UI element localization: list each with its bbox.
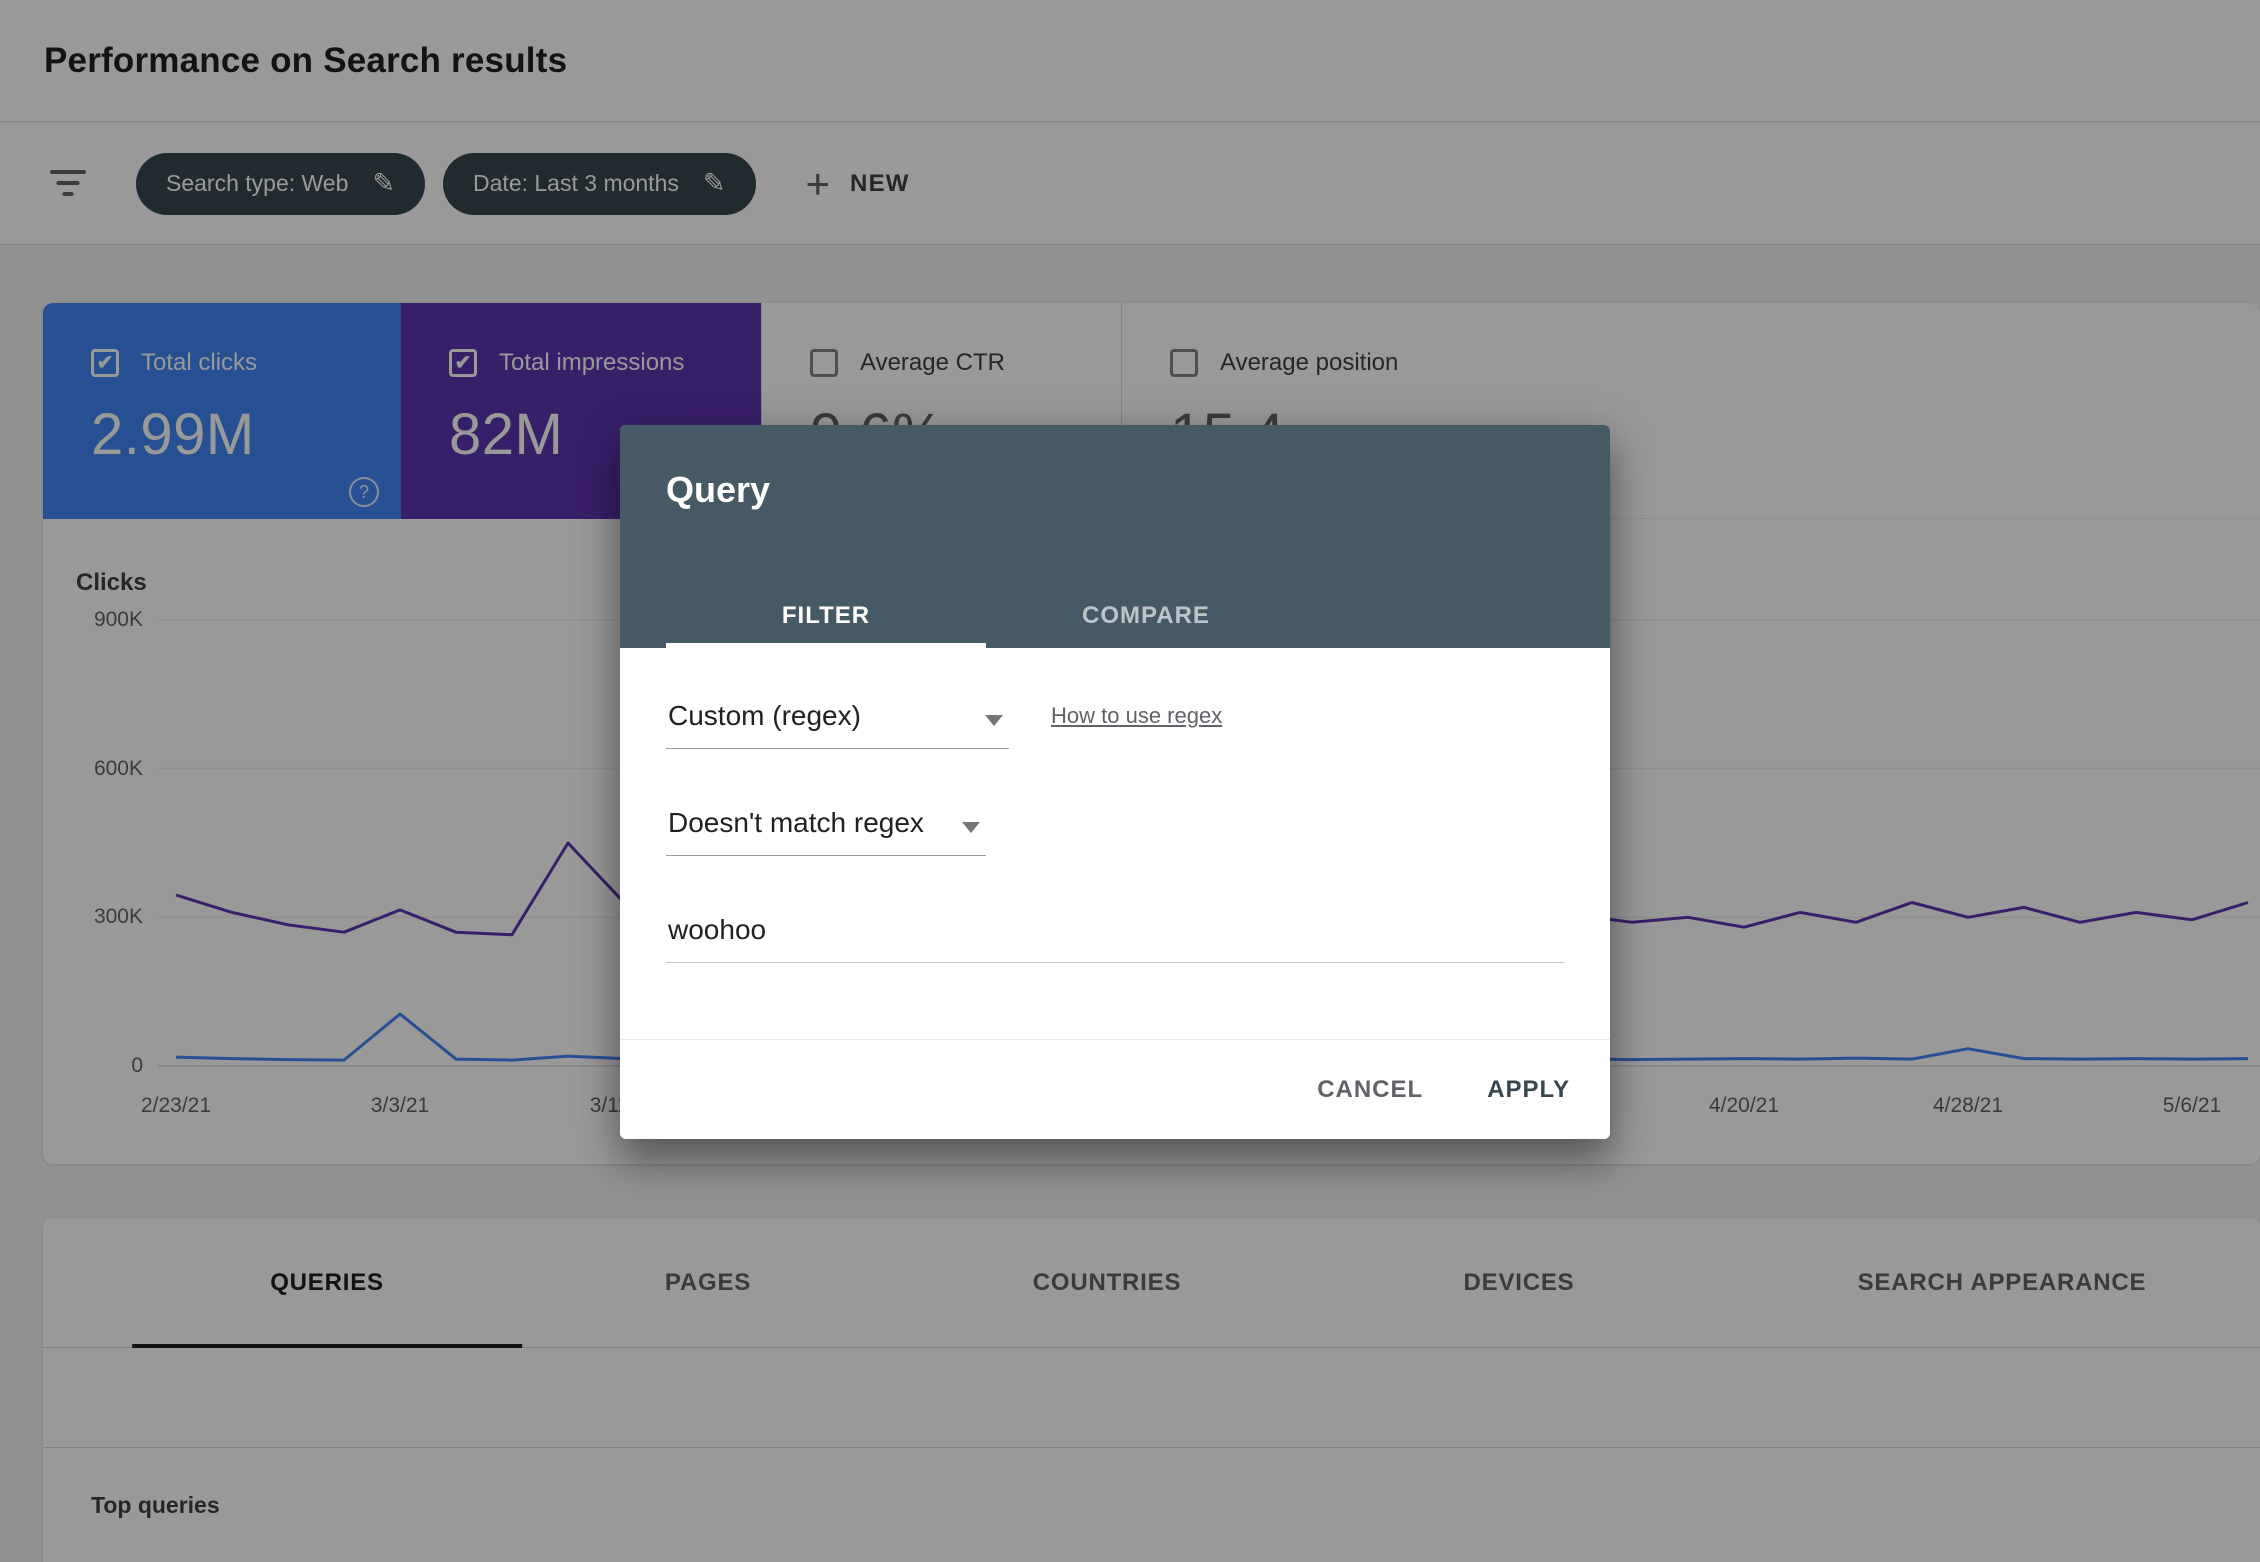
x-axis-tick-label: 4/20/21 (1708, 1094, 1780, 1117)
filter-type-value: Custom (regex) (668, 700, 861, 731)
checkbox-unchecked[interactable] (810, 349, 838, 377)
x-axis-tick-label: 3/3/21 (370, 1094, 430, 1117)
app-header: Performance on Search results (0, 0, 2260, 122)
apply-button[interactable]: APPLY (1487, 1075, 1570, 1103)
table-header-row: Top queries (43, 1448, 2260, 1562)
caret-down-icon (985, 715, 1003, 726)
check-icon: ✔ (454, 352, 472, 374)
filter-type-select[interactable]: Custom (regex) (666, 700, 1009, 749)
filter-list-icon[interactable] (50, 169, 86, 198)
tab-pages[interactable]: PAGES (664, 1269, 752, 1296)
metric-label: Total clicks (141, 349, 258, 376)
date-range-chip-label: Date: Last 3 months (473, 170, 679, 196)
dimension-tabs: QUERIES PAGES COUNTRIES DEVICES SEARCH A… (43, 1218, 2260, 1348)
check-icon: ✔ (96, 352, 114, 374)
tab-queries[interactable]: QUERIES (260, 1218, 394, 1348)
page-title: Performance on Search results (44, 40, 568, 80)
help-icon[interactable]: ? (349, 477, 379, 507)
caret-down-icon (962, 822, 980, 833)
x-axis-tick-label: 5/6/21 (2162, 1094, 2222, 1117)
dialog-title: Query (666, 469, 771, 510)
y-axis-tick-label: 300K (93, 905, 143, 929)
tab-compare[interactable]: COMPARE (1082, 602, 1210, 629)
edit-pencil-icon[interactable]: ✎ (372, 168, 396, 198)
search-type-chip[interactable]: Search type: Web ✎ (136, 152, 426, 215)
new-filter-button-label: NEW (850, 169, 910, 197)
metric-value: 2.99M (91, 402, 255, 467)
search-type-chip-label: Search type: Web (166, 170, 349, 196)
y-axis-tick-label: 0 (131, 1054, 143, 1077)
match-mode-value: Doesn't match regex (668, 807, 924, 838)
metric-label: Average CTR (860, 349, 1005, 376)
match-mode-select[interactable]: Doesn't match regex (666, 807, 986, 856)
dialog-footer: CANCEL APPLY (620, 1039, 1610, 1139)
checkbox-checked[interactable]: ✔ (449, 349, 477, 377)
query-filter-dialog: Query FILTER COMPARE Custom (regex) How … (620, 425, 1610, 1139)
y-axis-title: Clicks (76, 569, 147, 596)
tab-devices[interactable]: DEVICES (1463, 1269, 1575, 1296)
x-axis-tick-label: 4/28/21 (1932, 1094, 2004, 1117)
dialog-header: Query FILTER COMPARE (620, 425, 1610, 648)
metric-label: Total impressions (499, 349, 685, 376)
edit-pencil-icon[interactable]: ✎ (702, 168, 726, 198)
date-range-chip[interactable]: Date: Last 3 months ✎ (443, 152, 756, 215)
regex-query-input[interactable] (666, 914, 1564, 963)
table-section-title: Top queries (91, 1491, 220, 1518)
y-axis-tick-label: 600K (93, 756, 143, 780)
metric-label: Average position (1220, 349, 1399, 376)
filter-bar: Search type: Web ✎ Date: Last 3 months ✎… (0, 123, 2260, 245)
table-toolbar (43, 1348, 2260, 1448)
metric-value: 82M (449, 402, 564, 467)
dialog-body: Custom (regex) How to use regex Doesn't … (620, 648, 1610, 963)
y-axis-tick-label: 900K (93, 608, 143, 631)
plus-icon: + (805, 159, 831, 207)
dialog-tabs: FILTER COMPARE (666, 584, 1306, 648)
checkbox-checked[interactable]: ✔ (91, 349, 119, 377)
cancel-button[interactable]: CANCEL (1317, 1075, 1424, 1103)
tab-search-appearance[interactable]: SEARCH APPEARANCE (1857, 1269, 2147, 1296)
tab-filter[interactable]: FILTER (666, 584, 986, 648)
tab-countries[interactable]: COUNTRIES (1032, 1269, 1182, 1296)
new-filter-button[interactable]: + NEW (805, 159, 910, 207)
checkbox-unchecked[interactable] (1170, 349, 1198, 377)
x-axis-tick-label: 2/23/21 (140, 1094, 212, 1117)
results-table-card: QUERIES PAGES COUNTRIES DEVICES SEARCH A… (43, 1218, 2260, 1562)
regex-help-link[interactable]: How to use regex (1051, 703, 1223, 728)
metric-tile-total-clicks[interactable]: ✔ Total clicks 2.99M ? (43, 303, 401, 519)
